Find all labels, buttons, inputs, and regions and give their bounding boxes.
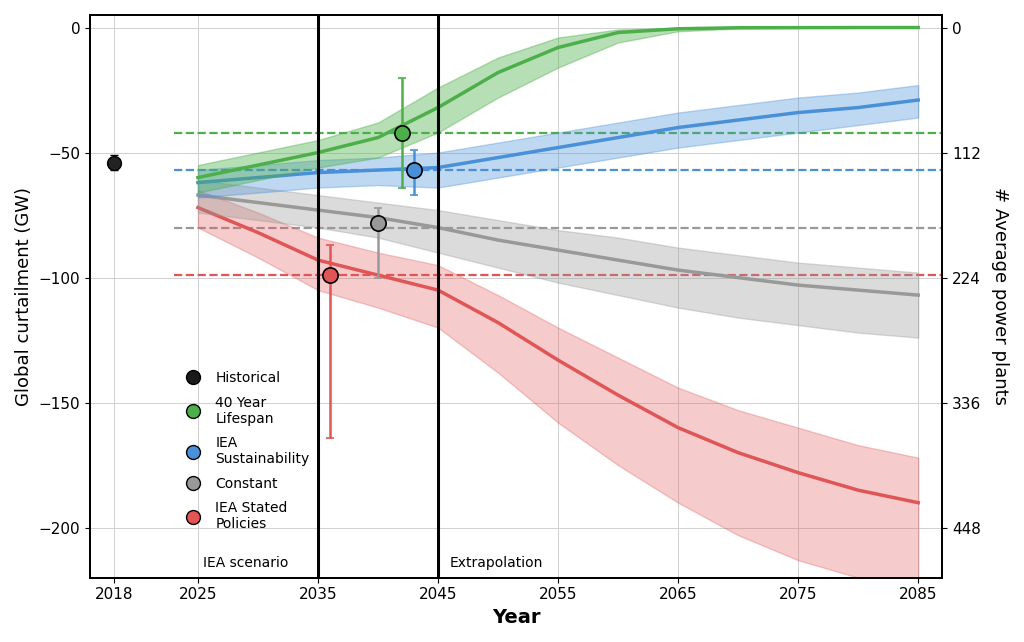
Y-axis label: # Average power plants: # Average power plants <box>991 187 1009 405</box>
Text: IEA scenario: IEA scenario <box>204 556 289 570</box>
X-axis label: Year: Year <box>492 608 541 627</box>
Y-axis label: Global curtailment (GW): Global curtailment (GW) <box>15 187 33 406</box>
Legend: Historical, 40 Year
Lifespan, IEA
Sustainability, Constant, IEA Stated
Policies: Historical, 40 Year Lifespan, IEA Sustai… <box>173 366 315 537</box>
Text: Extrapolation: Extrapolation <box>451 556 544 570</box>
